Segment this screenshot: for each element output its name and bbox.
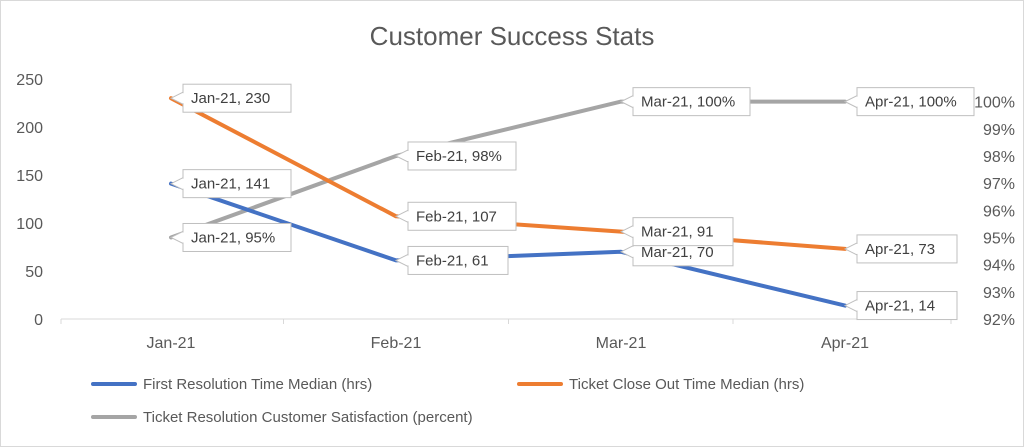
y-secondary-tick-label: 92% xyxy=(983,312,1015,329)
y-secondary-tick-label: 95% xyxy=(983,230,1015,247)
data-label: Apr-21, 100% xyxy=(865,94,957,111)
y-secondary-tick-label: 97% xyxy=(983,176,1015,193)
data-label: Apr-21, 73 xyxy=(865,241,935,258)
data-label: Jan-21, 95% xyxy=(191,229,275,246)
y-primary-tick-label: 250 xyxy=(16,72,43,89)
data-label-box xyxy=(632,87,751,117)
y-primary-tick-label: 0 xyxy=(34,312,43,329)
y-primary-tick-label: 100 xyxy=(16,216,43,233)
data-label: Feb-21, 98% xyxy=(416,148,502,165)
y-secondary-tick-label: 100% xyxy=(974,95,1015,112)
data-label-box xyxy=(856,291,958,321)
data-label-pointer xyxy=(843,94,858,109)
legend-entry: Ticket Resolution Customer Satisfaction … xyxy=(143,409,473,426)
data-label: Jan-21, 230 xyxy=(191,90,270,107)
data-label-pointer xyxy=(843,242,858,256)
y-secondary-tick-label: 96% xyxy=(983,203,1015,220)
x-tick-label: Feb-21 xyxy=(371,335,422,352)
x-tick-label: Mar-21 xyxy=(596,335,647,352)
y-secondary-tick-label: 98% xyxy=(983,149,1015,166)
x-tick-label: Jan-21 xyxy=(147,335,196,352)
data-label: Mar-21, 70 xyxy=(641,244,714,261)
data-label-pointer xyxy=(169,176,184,191)
y-secondary-tick-label: 93% xyxy=(983,285,1015,302)
y-secondary-tick-label: 99% xyxy=(983,122,1015,139)
data-label: Jan-21, 141 xyxy=(191,176,270,193)
data-label: Feb-21, 107 xyxy=(416,208,497,225)
data-label-pointer xyxy=(394,209,409,224)
legend-entry: Ticket Close Out Time Median (hrs) xyxy=(569,376,804,393)
y-secondary-tick-label: 94% xyxy=(983,258,1015,275)
data-label-box xyxy=(856,234,958,264)
data-label-box xyxy=(182,169,292,199)
chart-title: Customer Success Stats xyxy=(370,21,655,51)
data-label-pointer xyxy=(619,224,634,239)
y-primary-tick-label: 200 xyxy=(16,120,43,137)
data-label-pointer xyxy=(843,298,858,313)
x-tick-label: Apr-21 xyxy=(821,335,869,352)
data-label-pointer xyxy=(619,94,634,109)
legend-entry: First Resolution Time Median (hrs) xyxy=(143,376,372,393)
data-label-box xyxy=(856,87,975,117)
data-label-box xyxy=(182,222,292,252)
data-label: Mar-21, 100% xyxy=(641,94,735,111)
data-label-pointer xyxy=(394,253,409,268)
data-label: Feb-21, 61 xyxy=(416,252,489,269)
data-label-box xyxy=(632,217,734,247)
data-label: Apr-21, 14 xyxy=(865,298,935,315)
y-primary-tick-label: 150 xyxy=(16,168,43,185)
y-primary-tick-label: 50 xyxy=(25,264,43,281)
data-label: Mar-21, 91 xyxy=(641,224,714,241)
data-label-box xyxy=(182,83,292,113)
data-label-pointer xyxy=(394,149,409,163)
data-label-pointer xyxy=(619,244,634,259)
